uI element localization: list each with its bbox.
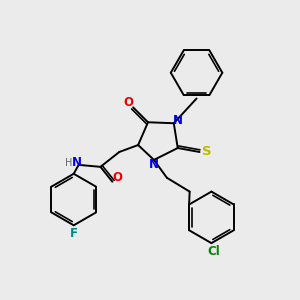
Text: N: N [173,114,183,127]
Text: O: O [123,96,133,109]
Text: N: N [72,156,82,170]
Text: F: F [70,227,78,240]
Text: N: N [149,158,159,171]
Text: O: O [112,171,122,184]
Text: H: H [65,158,72,168]
Text: Cl: Cl [207,244,220,258]
Text: S: S [202,146,211,158]
